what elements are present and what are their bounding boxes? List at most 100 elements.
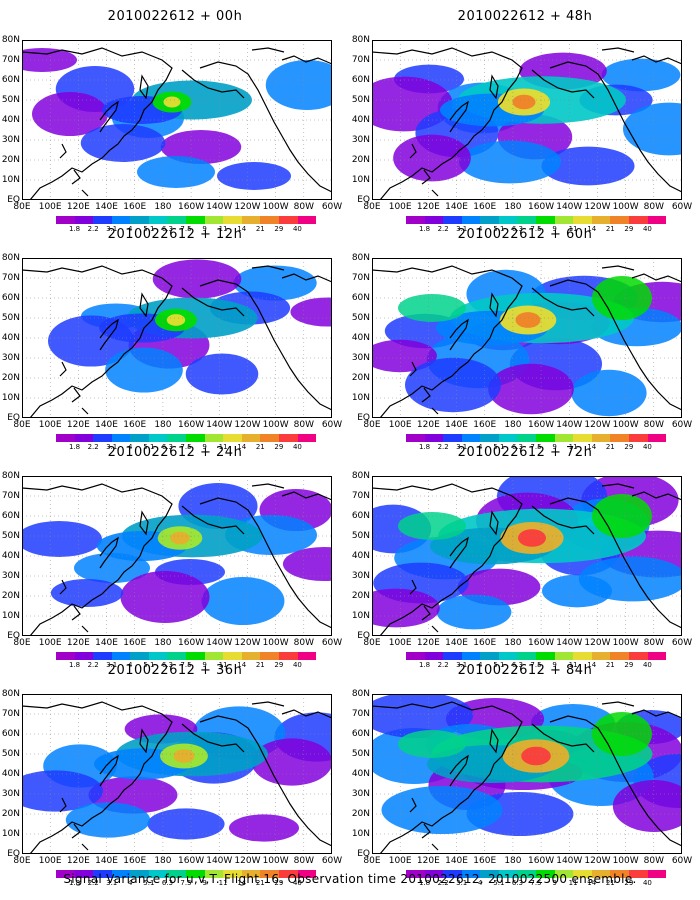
- lat-label: 50N: [351, 95, 370, 105]
- lat-label: 30N: [351, 571, 370, 581]
- coastline: [489, 510, 499, 536]
- coastline: [139, 510, 149, 536]
- colorbar-swatch: [628, 434, 648, 442]
- colorbar-swatch: [74, 434, 94, 442]
- colorbar-label: 3.1: [106, 443, 118, 451]
- lon-label: 80E: [363, 638, 381, 648]
- lat-label: 20N: [351, 809, 370, 819]
- lat-label: EQ: [7, 413, 20, 423]
- colorbar-swatch: [223, 434, 242, 442]
- lon-label: 160W: [178, 856, 205, 866]
- lon-label: 160E: [473, 856, 497, 866]
- colorbar-label: 6.3: [161, 443, 173, 451]
- coastline: [59, 47, 332, 197]
- coastline: [199, 715, 332, 847]
- colorbar: [56, 652, 317, 660]
- colorbar-swatch: [186, 216, 205, 224]
- lat-label: 40N: [351, 551, 370, 561]
- colorbar-label: 7.5: [530, 443, 542, 451]
- colorbar-swatch: [461, 216, 481, 224]
- coastline: [549, 715, 682, 847]
- variance-contour: [32, 92, 108, 136]
- colorbar-swatch: [223, 652, 242, 660]
- coastline: [181, 287, 245, 317]
- variance-contour: [372, 588, 440, 628]
- colorbar-swatch: [241, 216, 261, 224]
- colorbar-label: 29: [624, 443, 634, 451]
- colorbar-swatch: [167, 652, 187, 660]
- map-panel-24h: 2010022612 + 24h 80N 70N 60N 50N 40N 30N 20N 10N…: [0, 436, 350, 669]
- colorbar-label: 2.2: [87, 443, 99, 451]
- lat-label: 10N: [351, 393, 370, 403]
- coastline: [139, 292, 149, 318]
- lat-label: 80N: [351, 689, 370, 699]
- lon-label: 100E: [38, 202, 62, 212]
- coastline: [489, 74, 499, 100]
- coastline: [59, 701, 332, 851]
- lon-label: 140E: [95, 856, 118, 866]
- lat-label: 60N: [1, 293, 20, 303]
- colorbar-label: 7.5: [180, 225, 192, 233]
- colorbar-swatch: [278, 870, 298, 878]
- lon-label: 80E: [13, 638, 31, 648]
- colorbar-swatch: [260, 434, 279, 442]
- colorbar-label: 40: [642, 225, 652, 233]
- lat-label: 50N: [351, 531, 370, 541]
- coastline: [22, 265, 173, 418]
- lat-label: 30N: [351, 135, 370, 145]
- variance-contour: [152, 259, 242, 299]
- colorbar-swatch: [278, 434, 298, 442]
- colorbar-swatch: [536, 216, 555, 224]
- lat-label: 50N: [1, 95, 20, 105]
- lon-label: 160E: [473, 202, 497, 212]
- colorbar-label: 5.1: [143, 443, 155, 451]
- coastline: [22, 47, 173, 200]
- colorbar-swatch: [74, 870, 94, 878]
- coastline: [59, 483, 332, 633]
- lon-label: 100E: [388, 856, 412, 866]
- variance-contour: [518, 529, 546, 547]
- variance-contour: [265, 60, 332, 110]
- colorbar-swatch: [610, 434, 629, 442]
- colorbar-swatch: [111, 216, 131, 224]
- lon-label: 60W: [321, 638, 343, 648]
- lon-label: 100E: [388, 638, 412, 648]
- colorbar-swatch: [111, 652, 131, 660]
- coastline: [531, 723, 595, 753]
- colorbar-label: 14: [587, 225, 597, 233]
- lat-label: 30N: [1, 353, 20, 363]
- lon-label: 100W: [612, 856, 639, 866]
- map-frame: [372, 40, 682, 200]
- lon-label: 100E: [388, 202, 412, 212]
- variance-map: [372, 258, 682, 418]
- lat-label: 60N: [351, 293, 370, 303]
- variance-contour: [398, 512, 466, 540]
- lon-label: 160W: [178, 420, 205, 430]
- lon-label: 180: [154, 202, 172, 212]
- lon-label: 60W: [321, 420, 343, 430]
- lat-label: 50N: [351, 749, 370, 759]
- lon-label: 160W: [178, 638, 205, 648]
- colorbar-label: 7.5: [530, 225, 542, 233]
- lon-label: 120W: [584, 202, 611, 212]
- map-panel-00h: 2010022612 + 00h 80N 70N 60N 50N 40N 30N 20N 10N…: [0, 0, 350, 233]
- colorbar-swatch: [554, 216, 574, 224]
- lat-label: 70N: [1, 491, 20, 501]
- coastline: [139, 728, 149, 754]
- colorbar-swatch: [278, 652, 298, 660]
- colorbar-swatch: [297, 216, 317, 224]
- lat-label: 20N: [1, 155, 20, 165]
- lon-label: 140W: [206, 638, 233, 648]
- lon-label: 60W: [671, 202, 693, 212]
- colorbar-swatch: [424, 216, 444, 224]
- colorbar-label: 4: [478, 225, 483, 233]
- map-frame: [22, 476, 332, 636]
- lat-label: 20N: [351, 591, 370, 601]
- colorbar-swatch: [610, 216, 629, 224]
- variance-contour: [398, 294, 466, 322]
- colorbar-label: 1.8: [68, 225, 81, 233]
- colorbar: [406, 216, 667, 224]
- variance-contour: [160, 130, 242, 164]
- colorbar-swatch: [241, 870, 261, 878]
